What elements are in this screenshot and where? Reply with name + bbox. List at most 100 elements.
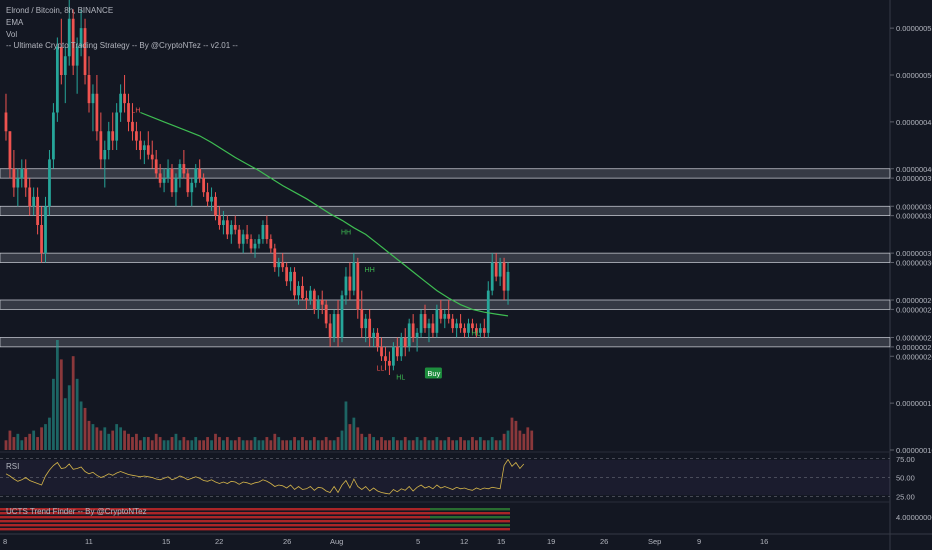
volume-bar <box>170 437 174 450</box>
candle-body <box>206 192 209 202</box>
candle-body <box>245 234 249 240</box>
volume-bar <box>218 437 221 450</box>
volume-bar <box>79 401 83 450</box>
volume-bar <box>368 433 372 450</box>
candle-body <box>478 328 482 333</box>
volume-bar <box>83 407 87 450</box>
volume-bar <box>24 437 28 450</box>
trend-bar-mixed <box>430 528 510 531</box>
candle-body <box>178 164 182 179</box>
candle-body <box>138 140 142 150</box>
volume-bar <box>475 440 478 450</box>
vol-indicator-label: Vol <box>6 30 18 39</box>
sr-zone <box>0 168 891 179</box>
volume-bar <box>111 430 115 450</box>
volume-bar <box>119 427 123 450</box>
price-tick-label: 0.00000055 <box>896 24 932 33</box>
candle-body <box>411 323 415 338</box>
volume-bar <box>352 417 356 450</box>
candle-body <box>158 173 162 183</box>
volume-bar <box>241 440 245 450</box>
time-tick-label: 22 <box>215 537 223 546</box>
candle-body <box>63 56 67 75</box>
ema-line <box>140 111 509 317</box>
candle-body <box>423 314 427 329</box>
volume-bar <box>399 440 403 450</box>
trend-bar-mixed <box>430 512 510 515</box>
candle-body <box>12 168 16 188</box>
volume-bar <box>59 359 63 450</box>
candle-body <box>28 187 32 207</box>
candle-body <box>320 300 324 305</box>
candle-body <box>202 178 206 193</box>
volume-bar <box>229 440 233 450</box>
rsi-level-label: 50.00 <box>896 474 915 483</box>
volume-bar <box>75 378 79 450</box>
candle-body <box>407 323 411 347</box>
volume-bar <box>28 433 32 450</box>
volume-bar <box>48 417 51 450</box>
volume-bar <box>198 440 202 450</box>
candle-body <box>494 262 498 277</box>
candle-body <box>24 168 28 188</box>
candle-body <box>162 178 166 183</box>
candle-body <box>48 159 51 207</box>
volume-bar <box>344 401 348 450</box>
volume-bar <box>301 437 304 450</box>
volume-bar <box>360 433 364 450</box>
candle-body <box>368 318 372 338</box>
candle-body <box>455 323 459 329</box>
rsi-level-label: 75.00 <box>896 455 915 464</box>
volume-bar <box>237 437 241 450</box>
volume-bar <box>407 440 411 450</box>
candle-body <box>297 285 300 296</box>
chart-legend-ema: EMA <box>6 18 23 27</box>
volume-bar <box>391 437 395 450</box>
volume-bar <box>297 440 300 450</box>
volume-bar <box>178 440 182 450</box>
volume-bar <box>293 437 296 450</box>
candle-body <box>312 290 316 310</box>
candle-body <box>281 262 285 268</box>
time-tick-label: Aug <box>330 537 343 546</box>
candle-body <box>332 314 336 338</box>
trend-panel-legend: UCTS Trend Finder -- By @CryptoNTez <box>6 507 147 516</box>
volume-bar <box>8 430 12 450</box>
candle-body <box>135 131 138 141</box>
volume-bar <box>494 440 498 450</box>
candle-body <box>166 168 170 179</box>
volume-bar <box>459 437 462 450</box>
volume-bar <box>380 437 383 450</box>
candle-body <box>103 150 107 160</box>
candle-body <box>222 220 225 225</box>
candle-body <box>388 360 391 366</box>
volume-bar <box>403 437 407 450</box>
candle-body <box>194 168 198 183</box>
volume-bar <box>510 417 514 450</box>
volume-bar <box>467 440 470 450</box>
volume-bar <box>123 430 126 450</box>
pivot-label: HH <box>341 229 351 236</box>
volume-bar <box>435 437 439 450</box>
volume-bar <box>471 437 474 450</box>
volume-bar <box>423 437 427 450</box>
time-tick-label: 26 <box>283 537 291 546</box>
volume-bar <box>257 440 261 450</box>
volume-bar <box>273 433 277 450</box>
candle-body <box>403 337 407 347</box>
candle-body <box>277 262 281 268</box>
price-tick-label: 0.00000030 <box>896 259 932 268</box>
trend-title: UCTS Trend Finder -- By @CryptoNTez <box>6 507 147 516</box>
candle-body <box>269 239 273 249</box>
trend-bar-bearish <box>0 512 430 515</box>
time-tick-label: 11 <box>85 537 93 546</box>
pivot-label: LH <box>131 108 140 115</box>
candle-body <box>123 93 126 104</box>
candle-body <box>467 323 470 333</box>
candle-body <box>391 346 395 366</box>
volume-bar <box>36 437 39 450</box>
candle-body <box>316 300 320 310</box>
candle-body <box>52 112 55 160</box>
candle-body <box>360 309 364 329</box>
